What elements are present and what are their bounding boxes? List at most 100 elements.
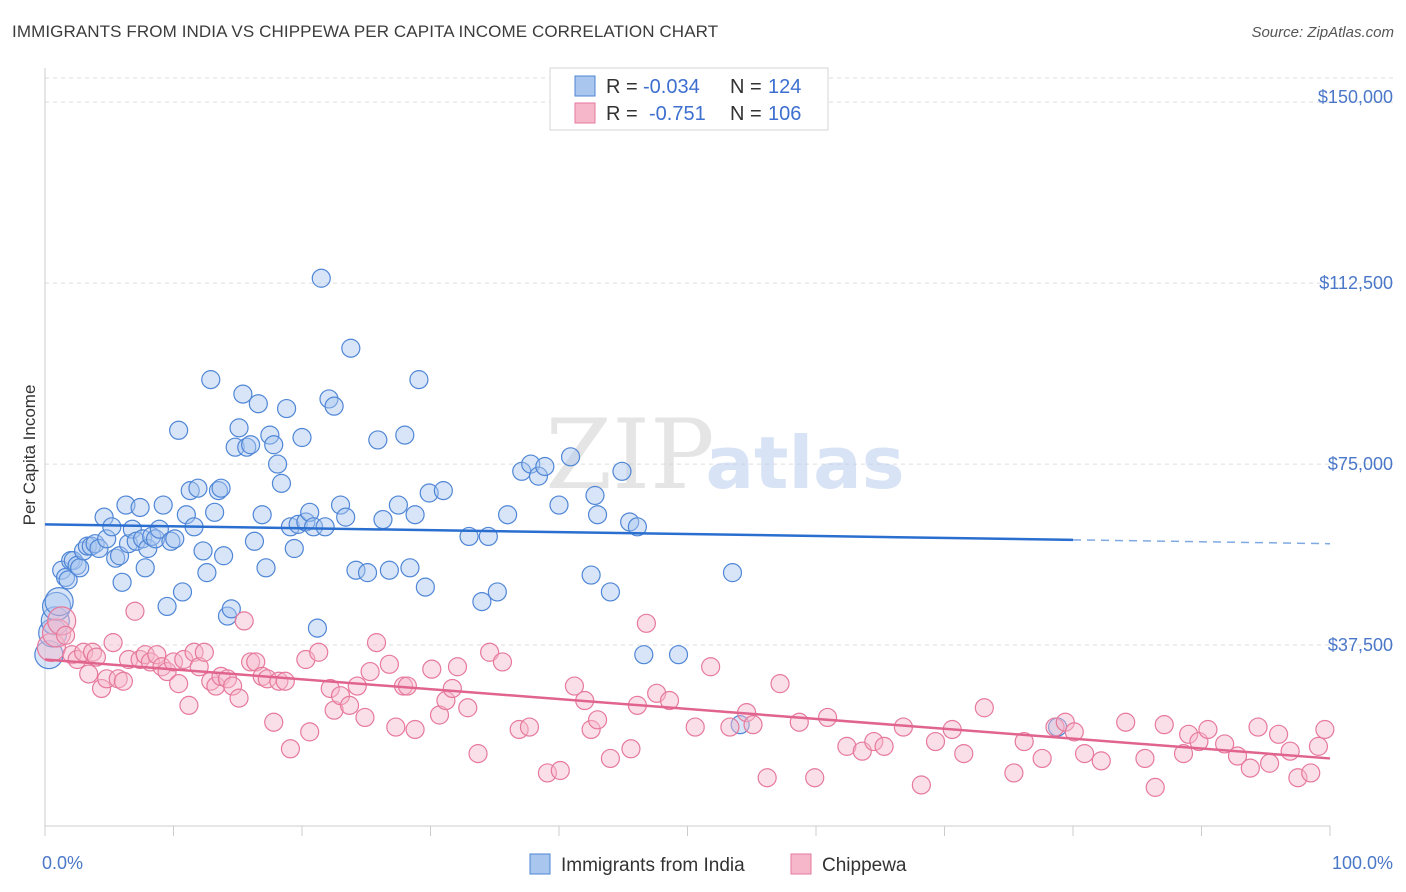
- chippewa-point-115: [1154, 715, 1174, 735]
- india-point-96: [472, 591, 492, 612]
- series-india-points: [34, 268, 1068, 737]
- india-point-90: [405, 505, 425, 525]
- india-point-66: [276, 398, 297, 419]
- chippewa-point-13: [108, 669, 128, 689]
- india-point-86: [379, 560, 399, 580]
- chippewa-point-110: [1074, 744, 1095, 764]
- y-tick-label-0: $37,500: [1328, 635, 1393, 655]
- series-chippewa-points: [36, 601, 1335, 797]
- chippewa-point-43: [275, 671, 295, 691]
- india-point-19: [102, 517, 122, 537]
- top-legend: R = -0.034 N = 124 R = -0.751 N = 106: [549, 67, 829, 131]
- india-point-68: [284, 538, 304, 559]
- legend-r-value-chippewa: -0.751: [649, 103, 706, 125]
- chippewa-point-27: [184, 642, 204, 662]
- india-point-80: [336, 507, 356, 527]
- chippewa-point-89: [757, 768, 777, 788]
- india-point-60: [252, 505, 272, 525]
- chippewa-point-24: [169, 674, 189, 694]
- india-point-30: [138, 538, 158, 559]
- chippewa-point-36: [234, 611, 254, 631]
- chippewa-point-92: [805, 768, 825, 788]
- chippewa-point-120: [1215, 734, 1235, 754]
- chippewa-point-25: [174, 649, 194, 670]
- chippewa-point-52: [347, 676, 367, 696]
- india-point-103: [535, 456, 555, 477]
- trend-line-india: [44, 523, 1074, 542]
- chippewa-point-85: [701, 657, 721, 677]
- chippewa-point-119: [1198, 719, 1218, 740]
- india-point-98: [487, 582, 507, 602]
- india-point-35: [157, 596, 177, 617]
- chippewa-point-71: [519, 717, 540, 737]
- legend-box: [549, 67, 829, 131]
- chippewa-point-125: [1268, 724, 1289, 744]
- chippewa-point-22: [157, 661, 177, 682]
- chippewa-point-41: [264, 712, 284, 732]
- bottom-legend-label-india: Immigrants from India: [561, 855, 745, 876]
- trend-line-india-extension: [1072, 539, 1331, 545]
- india-point-83: [357, 563, 378, 583]
- india-point-48: [208, 481, 229, 501]
- chippewa-point-56: [379, 654, 399, 674]
- legend-r-label-india: R =: [606, 76, 638, 98]
- chippewa-point-65: [447, 657, 468, 677]
- chippewa-point-9: [86, 647, 107, 667]
- y-tick-label-2: $112,500: [1319, 273, 1393, 293]
- x-tick-label-0: 0.0%: [42, 853, 83, 873]
- india-point-44: [193, 541, 213, 561]
- india-point-84: [368, 430, 388, 450]
- chippewa-point-123: [1248, 717, 1268, 737]
- y-tick-label-1: $75,000: [1328, 454, 1393, 474]
- x-tick-labels: 0.0% 100.0%: [42, 853, 1393, 873]
- india-point-49: [211, 478, 231, 498]
- india-point-38: [169, 420, 189, 440]
- india-point-105: [560, 447, 581, 467]
- chippewa-point-106: [1032, 748, 1052, 769]
- chippewa-point-104: [1004, 763, 1024, 783]
- india-point-104: [549, 495, 569, 515]
- chippewa-point-76: [581, 719, 601, 740]
- chippewa-point-103: [974, 698, 994, 718]
- india-point-52: [221, 599, 241, 619]
- chippewa-point-73: [550, 760, 570, 781]
- legend-n-label-chippewa: N =: [730, 103, 762, 125]
- india-point-43: [188, 478, 208, 498]
- chippewa-point-61: [422, 659, 442, 679]
- chippewa-point-12: [103, 633, 123, 653]
- india-point-59: [248, 394, 268, 414]
- india-point-70: [292, 427, 312, 448]
- chippewa-point-96: [864, 731, 884, 752]
- chippewa-point-16: [125, 601, 145, 621]
- india-point-99: [498, 505, 518, 525]
- chippewa-point-83: [659, 690, 680, 711]
- legend-n-value-chippewa: 106: [768, 103, 801, 125]
- legend-swatch-chippewa: [574, 102, 596, 124]
- india-point-64: [267, 454, 288, 474]
- india-point-62: [260, 425, 280, 445]
- chippewa-point-129: [1308, 736, 1329, 756]
- india-point-85: [373, 509, 393, 530]
- india-point-27: [130, 497, 150, 518]
- chippewa-point-114: [1145, 777, 1165, 797]
- india-point-93: [419, 483, 439, 503]
- india-point-78: [324, 396, 344, 416]
- india-point-109: [600, 582, 621, 602]
- chippewa-point-3: [55, 625, 76, 645]
- y-tick-label-3: $150,000: [1318, 87, 1393, 107]
- india-point-58: [244, 531, 265, 551]
- chippewa-point-124: [1260, 753, 1280, 773]
- chippewa-point-5: [67, 649, 87, 670]
- chippewa-point-14: [113, 671, 133, 691]
- india-point-32: [145, 529, 166, 549]
- legend-swatch-india: [574, 75, 596, 97]
- chippewa-point-7: [79, 664, 99, 684]
- legend-n-value-india: 124: [768, 76, 801, 98]
- india-point-108: [587, 505, 608, 525]
- chippewa-point-37: [241, 652, 261, 672]
- chippewa-point-84: [685, 717, 705, 737]
- india-point-16: [89, 538, 109, 559]
- chippewa-point-127: [1288, 768, 1308, 788]
- chippewa-point-126: [1280, 741, 1300, 761]
